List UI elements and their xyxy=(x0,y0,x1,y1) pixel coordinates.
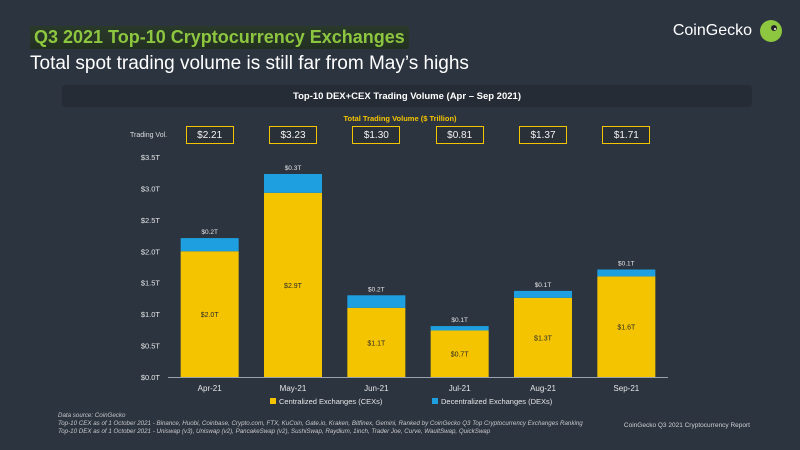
bar-label-cex: $2.9T xyxy=(284,283,303,290)
bar-label-cex: $1.3T xyxy=(534,335,553,342)
bar-cex xyxy=(430,330,489,377)
footnotes: Data source: CoinGecko Top-10 CEX as of … xyxy=(58,412,583,435)
total-volume-value: $1.71 xyxy=(602,126,651,144)
bar-label-dex: $0.2T xyxy=(368,286,385,293)
bar-label-cex: $1.1T xyxy=(367,340,386,347)
y-tick-label: $1.5T xyxy=(141,279,161,288)
x-tick-label: May-21 xyxy=(280,384,307,393)
x-tick-label: Jul-21 xyxy=(449,384,471,393)
total-volume-title: Total Trading Volume ($ Trillion) xyxy=(343,114,457,123)
legend-swatch-cex xyxy=(270,398,276,404)
bar-dex xyxy=(514,290,572,298)
x-tick-label: Aug-21 xyxy=(530,384,556,393)
bar-dex xyxy=(347,295,406,308)
bar-dex xyxy=(264,173,322,193)
legend-label-dex: Decentralized Exchanges (DEXs) xyxy=(441,397,553,406)
bar-label-cex: $2.0T xyxy=(201,312,220,319)
y-tick-label: $1.0T xyxy=(141,310,161,319)
total-volume-label: Trading Vol. xyxy=(130,132,168,139)
x-tick-label: Apr-21 xyxy=(198,384,223,393)
gecko-icon xyxy=(760,20,782,42)
y-tick-label: $3.0T xyxy=(141,184,161,193)
total-volume-value: $1.30 xyxy=(352,126,401,144)
y-tick-label: $0.5T xyxy=(141,342,161,351)
footnote-line: Top-10 DEX as of 1 October 2021 - Uniswa… xyxy=(58,427,491,435)
bar-cex xyxy=(264,192,322,377)
bar-label-dex: $0.1T xyxy=(451,317,468,324)
bar-label-cex: $1.6T xyxy=(617,325,636,332)
footnote-line: Data source: CoinGecko xyxy=(58,412,126,419)
legend-label-cex: Centralized Exchanges (CEXs) xyxy=(279,397,383,406)
y-tick-label: $2.5T xyxy=(141,216,161,225)
bar-dex xyxy=(180,238,239,252)
bar-cex xyxy=(597,276,656,377)
footnote-line: Top-10 CEX as of 1 October 2021 - Binanc… xyxy=(58,419,583,427)
bar-dex xyxy=(597,269,656,277)
y-tick-label: $0.0T xyxy=(141,373,161,382)
chart-title: Top-10 DEX+CEX Trading Volume (Apr – Sep… xyxy=(62,85,752,107)
y-tick-label: $2.0T xyxy=(141,247,161,256)
report-label: CoinGecko Q3 2021 Cryptocurrency Report xyxy=(623,422,750,429)
brand-name: CoinGecko xyxy=(672,22,752,39)
y-tick-label: $3.5T xyxy=(141,153,161,162)
bar-label-dex: $0.3T xyxy=(285,165,302,172)
total-volume-value: $1.37 xyxy=(519,126,567,144)
subtitle: Total spot trading volume is still far f… xyxy=(30,53,469,74)
x-tick-label: Jun-21 xyxy=(364,384,389,393)
total-volume-value: $2.21 xyxy=(185,126,234,144)
bar-cex xyxy=(347,307,406,377)
bar-label-cex: $0.7T xyxy=(451,352,470,359)
bar-cex xyxy=(514,297,572,377)
bar-label-dex: $0.1T xyxy=(535,282,552,289)
bar-label-dex: $0.2T xyxy=(201,229,218,236)
legend-swatch-dex xyxy=(432,398,438,404)
headline: Q3 2021 Top-10 Cryptocurrency Exchanges xyxy=(30,26,409,49)
brand-logo[interactable]: CoinGecko xyxy=(673,20,782,42)
total-volume-value: $0.81 xyxy=(435,126,484,144)
total-volume-value: $3.23 xyxy=(269,126,317,144)
bar-dex xyxy=(430,326,489,331)
bar-cex xyxy=(180,251,239,377)
x-tick-label: Sep-21 xyxy=(613,384,639,393)
bar-label-dex: $0.1T xyxy=(618,261,635,268)
